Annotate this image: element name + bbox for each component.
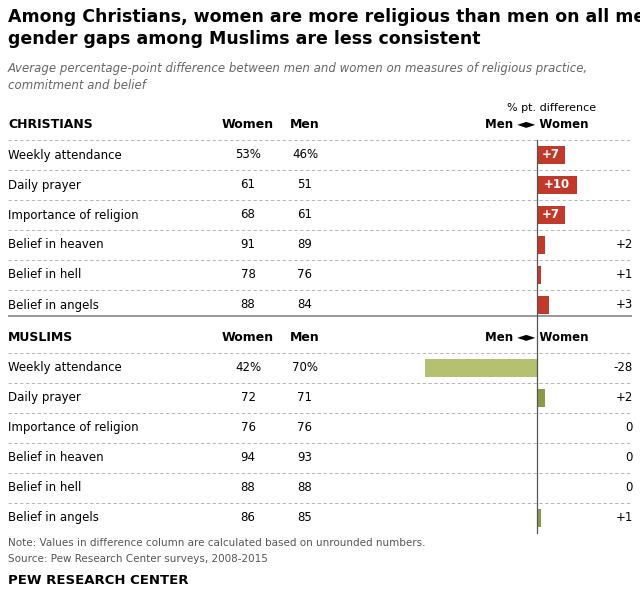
Text: Men ◄► Women: Men ◄► Women [485, 119, 589, 132]
Text: 76: 76 [298, 421, 312, 434]
Text: 88: 88 [241, 481, 255, 494]
Text: 94: 94 [241, 451, 255, 464]
Text: Women: Women [222, 331, 274, 344]
Text: Source: Pew Research Center surveys, 2008-2015: Source: Pew Research Center surveys, 200… [8, 555, 268, 565]
Bar [537, 176, 577, 194]
Text: Belief in angels: Belief in angels [8, 299, 99, 312]
Text: 86: 86 [241, 511, 255, 524]
Text: 88: 88 [241, 299, 255, 312]
Text: 76: 76 [241, 421, 255, 434]
Text: MUSLIMS: MUSLIMS [8, 331, 73, 344]
Text: 89: 89 [298, 238, 312, 251]
Text: 70%: 70% [292, 361, 318, 374]
Text: Belief in heaven: Belief in heaven [8, 238, 104, 251]
Text: 71: 71 [298, 391, 312, 404]
Text: 61: 61 [241, 179, 255, 192]
Bar [537, 509, 541, 526]
Text: 42%: 42% [235, 361, 261, 374]
Text: 72: 72 [241, 391, 255, 404]
Bar [537, 206, 565, 224]
Text: 68: 68 [241, 208, 255, 221]
Text: +2: +2 [616, 238, 633, 251]
Bar [537, 296, 549, 314]
Text: 61: 61 [298, 208, 312, 221]
Text: 93: 93 [298, 451, 312, 464]
Text: +3: +3 [616, 299, 633, 312]
Text: Average percentage-point difference between men and women on measures of religio: Average percentage-point difference betw… [8, 62, 588, 92]
Text: Belief in hell: Belief in hell [8, 268, 81, 281]
Text: Daily prayer: Daily prayer [8, 391, 81, 404]
Text: Note: Values in difference column are calculated based on unrounded numbers.: Note: Values in difference column are ca… [8, 539, 426, 549]
Bar [425, 359, 537, 376]
Text: 51: 51 [298, 179, 312, 192]
Text: 0: 0 [626, 481, 633, 494]
Text: 88: 88 [298, 481, 312, 494]
Text: CHRISTIANS: CHRISTIANS [8, 119, 93, 132]
Text: +10: +10 [544, 179, 570, 192]
Text: Importance of religion: Importance of religion [8, 421, 139, 434]
Text: +1: +1 [616, 268, 633, 281]
Text: 78: 78 [241, 268, 255, 281]
Text: Women: Women [222, 119, 274, 132]
Text: Belief in hell: Belief in hell [8, 481, 81, 494]
Text: +7: +7 [542, 149, 560, 162]
Bar [537, 146, 565, 164]
Text: 85: 85 [298, 511, 312, 524]
Text: +1: +1 [616, 511, 633, 524]
Text: 91: 91 [241, 238, 255, 251]
Text: 0: 0 [626, 421, 633, 434]
Text: +7: +7 [542, 208, 560, 221]
Text: % pt. difference: % pt. difference [508, 103, 596, 113]
Text: 53%: 53% [235, 149, 261, 162]
Text: Men ◄► Women: Men ◄► Women [485, 331, 589, 344]
Text: Men: Men [290, 119, 320, 132]
Text: -28: -28 [614, 361, 633, 374]
Text: 46%: 46% [292, 149, 318, 162]
Text: Belief in angels: Belief in angels [8, 511, 99, 524]
Text: Among Christians, women are more religious than men on all measures;
gender gaps: Among Christians, women are more religio… [8, 8, 640, 48]
Text: 84: 84 [298, 299, 312, 312]
Text: Importance of religion: Importance of religion [8, 208, 139, 221]
Bar [537, 388, 545, 407]
Text: PEW RESEARCH CENTER: PEW RESEARCH CENTER [8, 575, 189, 588]
Bar [537, 236, 545, 254]
Bar [537, 266, 541, 284]
Text: 76: 76 [298, 268, 312, 281]
Text: 0: 0 [626, 451, 633, 464]
Text: Men: Men [290, 331, 320, 344]
Text: Weekly attendance: Weekly attendance [8, 361, 122, 374]
Text: Weekly attendance: Weekly attendance [8, 149, 122, 162]
Text: Daily prayer: Daily prayer [8, 179, 81, 192]
Text: +2: +2 [616, 391, 633, 404]
Text: Belief in heaven: Belief in heaven [8, 451, 104, 464]
